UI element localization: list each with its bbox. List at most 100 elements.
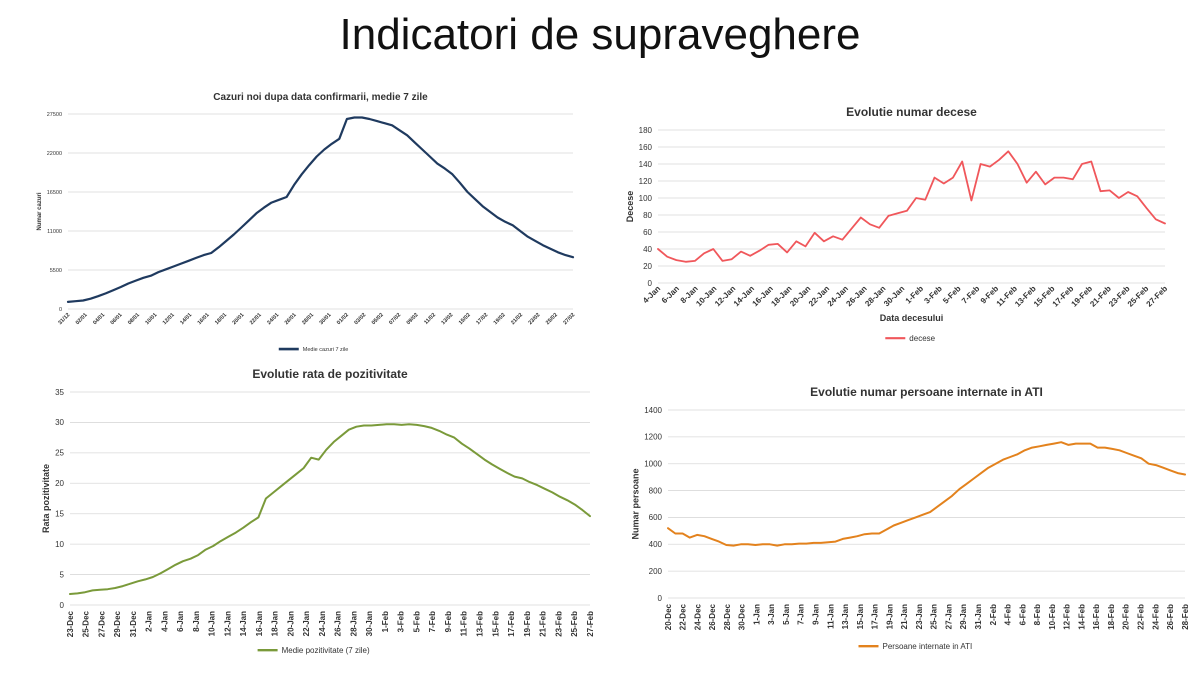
x-tick-label: 26-Dec <box>708 603 717 630</box>
x-tick-label: 18-Feb <box>1107 604 1116 630</box>
x-tick-label: 5-Feb <box>412 611 421 632</box>
x-tick-label: 4-Feb <box>1004 604 1013 625</box>
x-tick-label: 12/01 <box>162 312 176 326</box>
x-tick-label: 10-Jan <box>208 611 217 636</box>
chart-title: Evolutie rata de pozitivitate <box>252 367 408 381</box>
x-tick-label: 28-Dec <box>723 603 732 630</box>
positivity-chart: Evolutie rata de pozitivitate 0 5 10 15 20 25 3… <box>41 367 595 655</box>
x-tick-label: 7-Feb <box>960 284 982 306</box>
x-tick-label: 3-Feb <box>397 611 406 632</box>
x-tick-label: 11-Jan <box>826 604 835 629</box>
x-tick-label: 06/01 <box>110 312 124 326</box>
chart-title: Evolutie numar persoane internate in ATI <box>810 385 1043 399</box>
x-tick-label: 27-Feb <box>1145 284 1170 309</box>
x-tick-label: 3-Feb <box>922 284 944 306</box>
x-tick-label: 4-Jan <box>160 611 169 632</box>
y-tick-label: 60 <box>643 228 652 237</box>
y-axis-label: Decese <box>625 191 635 223</box>
x-tick-label: 19/02 <box>493 312 507 326</box>
x-tick-label: 21-Feb <box>539 611 548 637</box>
series-line <box>657 150 1166 263</box>
x-tick-label: 03/02 <box>353 312 367 326</box>
x-tick-label: 28-Feb <box>1181 604 1190 630</box>
deaths-chart: Evolutie numar decese 0 20 40 60 80 100 120 140 1… <box>625 105 1170 343</box>
x-tick-label: 28/01 <box>301 312 315 326</box>
y-tick-label: 80 <box>643 211 652 220</box>
series-line <box>66 116 575 303</box>
x-tick-label: 29-Dec <box>113 610 122 637</box>
x-tick-label: 14-Jan <box>239 611 248 636</box>
x-tick-label: 16-Feb <box>1092 604 1101 630</box>
x-tick-label: 31/12 <box>57 312 71 326</box>
y-tick-label: 5500 <box>50 268 62 274</box>
x-tick-label: 5-Jan <box>782 604 791 625</box>
x-tick-label: 17-Jan <box>871 604 880 629</box>
x-tick-label: 22-Feb <box>1136 604 1145 630</box>
series-line <box>69 423 591 595</box>
chart-title: Cazuri noi dupa data confirmarii, medie … <box>213 92 428 103</box>
x-tick-label: 13-Jan <box>841 604 850 629</box>
y-tick-label: 1000 <box>644 460 662 469</box>
x-tick-label: 31-Jan <box>974 604 983 629</box>
x-tick-label: 23-Dec <box>66 610 75 637</box>
x-tick-label: 1-Feb <box>381 611 390 632</box>
x-tick-label: 27-Jan <box>944 604 953 629</box>
x-tick-label: 6-Feb <box>1018 604 1027 625</box>
x-tick-label: 27/02 <box>562 312 576 326</box>
x-tick-label: 14-Feb <box>1077 604 1086 630</box>
x-tick-label: 11/02 <box>423 312 437 326</box>
x-tick-label: 20-Dec <box>664 603 673 630</box>
y-tick-label: 600 <box>649 513 663 522</box>
x-tick-label: 19-Jan <box>885 604 894 629</box>
x-tick-label: 04/01 <box>92 312 106 326</box>
y-tick-label: 0 <box>648 279 653 288</box>
x-tick-label: 12-Jan <box>223 611 232 636</box>
x-tick-label: 05/02 <box>371 312 385 326</box>
x-tick-label: 25/02 <box>545 312 559 326</box>
x-tick-label: 15/02 <box>458 312 472 326</box>
x-tick-label: 22/01 <box>249 312 263 326</box>
x-tick-label: 23/02 <box>528 312 542 326</box>
y-tick-label: 120 <box>639 177 653 186</box>
x-tick-label: 30-Jan <box>882 284 906 308</box>
cases-chart: Cazuri noi dupa data confirmarii, medie … <box>37 92 576 353</box>
y-tick-label: 30 <box>55 418 64 427</box>
x-tick-label: 25-Dec <box>82 610 91 637</box>
y-tick-label: 0 <box>60 601 65 610</box>
x-tick-label: 23-Jan <box>915 604 924 629</box>
x-tick-label: 26-Jan <box>334 611 343 636</box>
y-tick-label: 5 <box>60 570 65 579</box>
y-tick-label: 25 <box>55 449 64 458</box>
x-tick-label: 23-Feb <box>554 611 563 637</box>
x-tick-label: 29-Jan <box>959 604 968 629</box>
x-tick-label: 09/02 <box>406 312 420 326</box>
x-tick-label: 15-Feb <box>491 611 500 637</box>
x-tick-label: 15-Jan <box>856 604 865 629</box>
y-tick-label: 800 <box>649 486 663 495</box>
x-tick-label: 7-Jan <box>797 604 806 625</box>
y-tick-label: 35 <box>55 388 64 397</box>
y-tick-label: 400 <box>649 540 663 549</box>
x-tick-label: 16-Jan <box>255 611 264 636</box>
x-tick-label: 3-Jan <box>767 604 776 625</box>
x-tick-label: 14/01 <box>179 312 193 326</box>
x-tick-label: 7-Feb <box>428 611 437 632</box>
chart-title: Evolutie numar decese <box>846 105 977 119</box>
y-tick-label: 20 <box>643 262 652 271</box>
x-tick-label: 21/02 <box>510 312 524 326</box>
legend-label: Medie cazuri 7 zile <box>303 347 349 353</box>
y-tick-label: 16500 <box>47 190 62 196</box>
y-tick-label: 15 <box>55 510 64 519</box>
x-tick-label: 21-Jan <box>900 604 909 629</box>
x-tick-label: 5-Feb <box>941 284 963 306</box>
y-tick-label: 27500 <box>47 112 62 118</box>
x-tick-label: 22-Dec <box>679 603 688 630</box>
y-tick-label: 0 <box>658 594 663 603</box>
x-tick-label: 1-Jan <box>752 604 761 625</box>
x-tick-label: 9-Jan <box>812 604 821 625</box>
x-tick-label: 2-Feb <box>989 604 998 625</box>
x-tick-label: 2-Jan <box>145 611 154 632</box>
page-title: Indicatori de supraveghere <box>339 10 861 59</box>
y-tick-label: 40 <box>643 245 652 254</box>
x-tick-label: 13/02 <box>440 312 454 326</box>
